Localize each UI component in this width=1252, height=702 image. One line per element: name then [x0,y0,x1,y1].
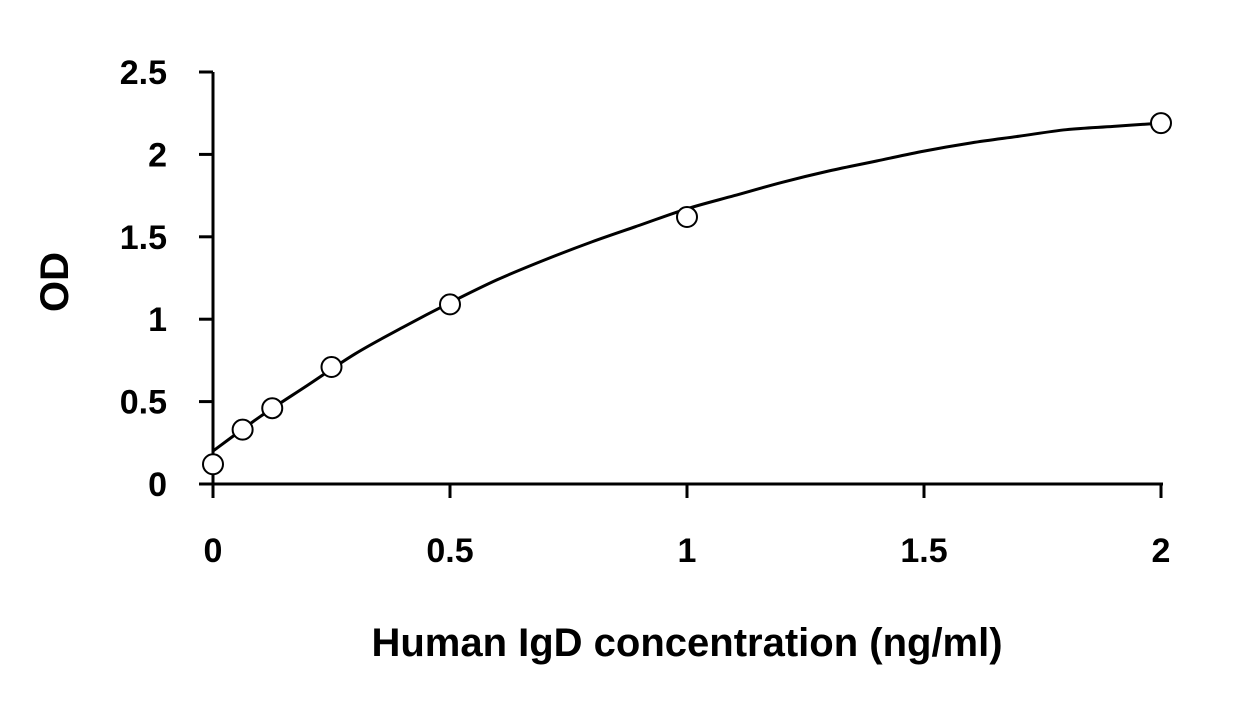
x-tick-label: 0.5 [426,532,473,570]
y-axis-title: OD [33,252,77,312]
y-axis-ticks: 0 0.5 1 1.5 2 2.5 [120,54,213,504]
data-point [231,418,254,441]
y-tick-label: 0.5 [120,384,167,422]
x-tick-label: 2 [1152,532,1171,570]
x-tick-label: 0 [204,532,223,570]
x-tick-label: 1 [678,532,697,570]
x-tick-label: 1.5 [900,532,947,570]
y-tick-label: 0 [148,466,167,504]
axes [211,72,1163,486]
x-axis-ticks: 0 0.5 1 1.5 2 [204,484,1171,570]
y-tick-label: 1.5 [120,219,167,257]
y-tick-label: 2.5 [120,54,167,92]
data-point [1150,112,1172,135]
data-point [202,453,224,476]
data-point [320,355,343,378]
data-point [261,397,284,420]
data-point [439,293,461,316]
y-tick-label: 1 [148,301,167,339]
data-points [202,112,1172,476]
fit-curve-line [212,121,1162,453]
y-tick-label: 2 [148,136,167,174]
data-point [676,206,698,229]
x-axis-title: Human IgD concentration (ng/ml) [371,621,1002,665]
